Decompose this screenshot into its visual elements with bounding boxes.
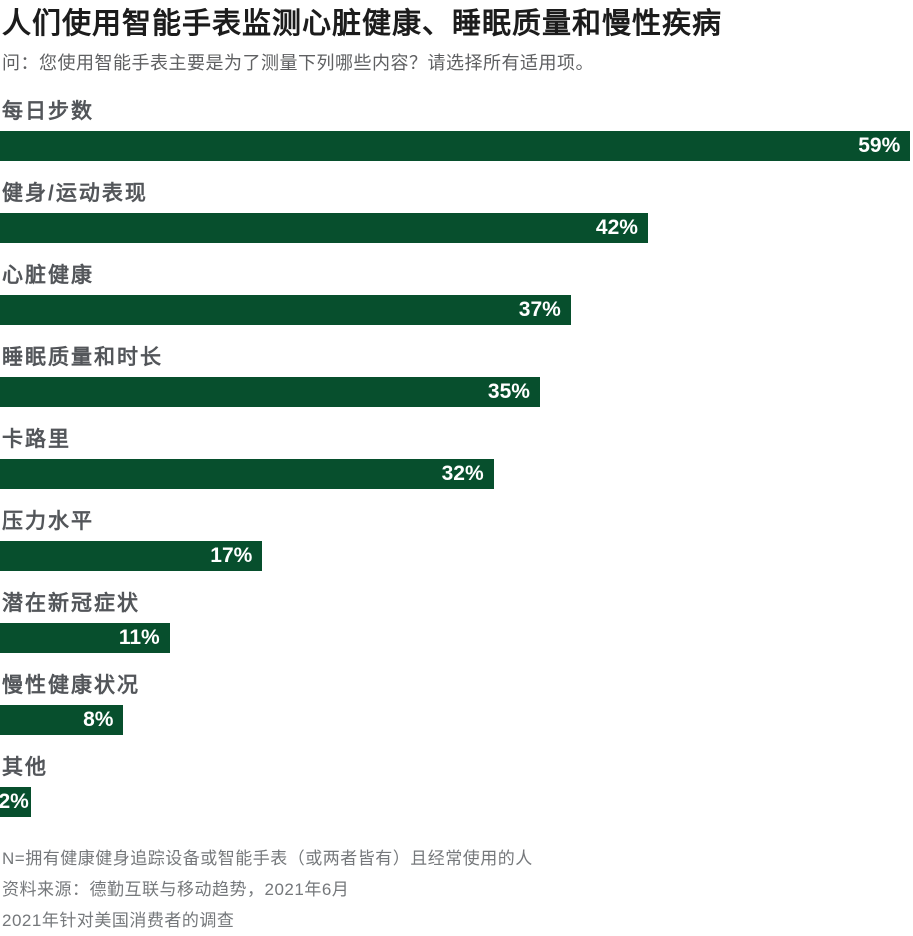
- bar-value-label: 11%: [118, 626, 160, 649]
- bar-row: 心脏健康 37%: [0, 265, 913, 325]
- bar: 11%: [0, 623, 170, 653]
- bar-row: 慢性健康状况 8%: [0, 675, 913, 735]
- horizontal-bar-chart: 每日步数 59% 健身/运动表现 42% 心脏健康 37% 睡眠质量和时长 35% 卡路里 32%…: [0, 101, 913, 817]
- footnote-sample-definition: N=拥有健康健身追踪设备或智能手表（或两者皆有）且经常使用的人: [2, 849, 533, 868]
- bar: 59%: [0, 131, 911, 161]
- bar-row: 每日步数 59%: [0, 101, 913, 161]
- bar-category-label: 每日步数: [2, 100, 94, 123]
- bar-value-label: 42%: [595, 216, 638, 239]
- bar-category-label: 健身/运动表现: [2, 182, 148, 205]
- bar: 2%: [0, 787, 31, 817]
- bar-value-label: 37%: [518, 298, 561, 321]
- bar-row: 压力水平 17%: [0, 511, 913, 571]
- bar: 37%: [0, 295, 571, 325]
- bar-category-label: 睡眠质量和时长: [2, 346, 163, 369]
- bar-category-label: 卡路里: [2, 428, 71, 451]
- bar: 8%: [0, 705, 124, 735]
- bar-row: 其他 2%: [0, 757, 913, 817]
- chart-footnotes: N=拥有健康健身追踪设备或智能手表（或两者皆有）且经常使用的人 资料来源：德勤互…: [0, 843, 913, 936]
- bar-value-label: 8%: [83, 708, 114, 731]
- chart-title: 人们使用智能手表监测心脏健康、睡眠质量和慢性疾病: [2, 8, 723, 40]
- bar-category-label: 潜在新冠症状: [2, 592, 140, 615]
- chart-subtitle: 问：您使用智能手表主要是为了测量下列哪些内容？请选择所有适用项。: [2, 53, 594, 73]
- bar-category-label: 其他: [2, 756, 48, 779]
- footnote-survey: 2021年针对美国消费者的调查: [2, 911, 235, 930]
- bar-category-label: 心脏健康: [2, 264, 94, 287]
- bar-value-label: 35%: [487, 380, 530, 403]
- bar-row: 健身/运动表现 42%: [0, 183, 913, 243]
- bar: 17%: [0, 541, 263, 571]
- footnote-source: 资料来源：德勤互联与移动趋势，2021年6月: [2, 880, 350, 899]
- bar: 32%: [0, 459, 494, 489]
- bar-category-label: 压力水平: [2, 510, 94, 533]
- bar-value-label: 32%: [441, 462, 484, 485]
- bar-value-label: 2%: [0, 790, 29, 813]
- bar-value-label: 59%: [858, 134, 901, 157]
- bar-row: 睡眠质量和时长 35%: [0, 347, 913, 407]
- bar: 35%: [0, 377, 540, 407]
- bar-category-label: 慢性健康状况: [2, 674, 140, 697]
- bar-row: 潜在新冠症状 11%: [0, 593, 913, 653]
- bar-row: 卡路里 32%: [0, 429, 913, 489]
- bar-value-label: 17%: [210, 544, 253, 567]
- bar: 42%: [0, 213, 648, 243]
